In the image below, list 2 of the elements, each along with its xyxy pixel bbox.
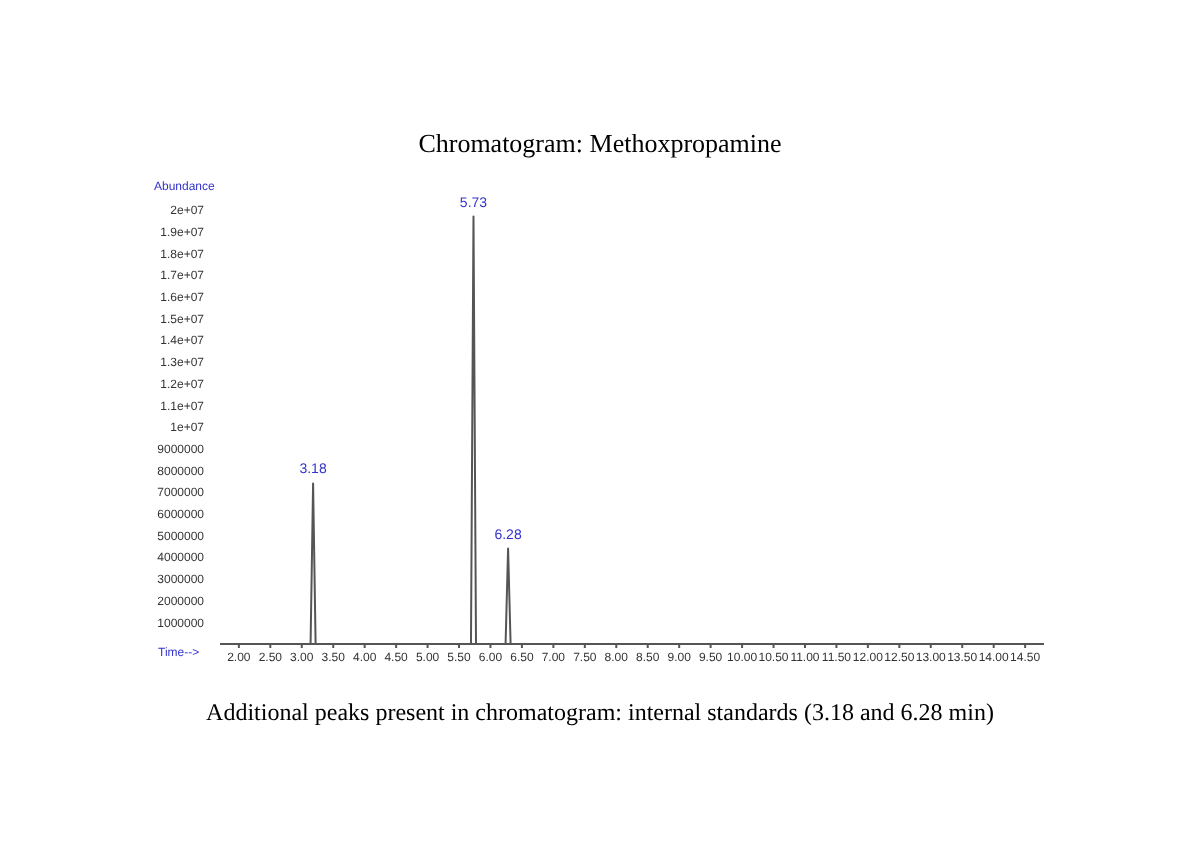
text: Additional peaks present in chromatogram: internal standards (3.18 and 6.28 min) (204, 698, 996, 728)
chart-title: Chromatogram: Methoxpropamine (416, 128, 784, 160)
